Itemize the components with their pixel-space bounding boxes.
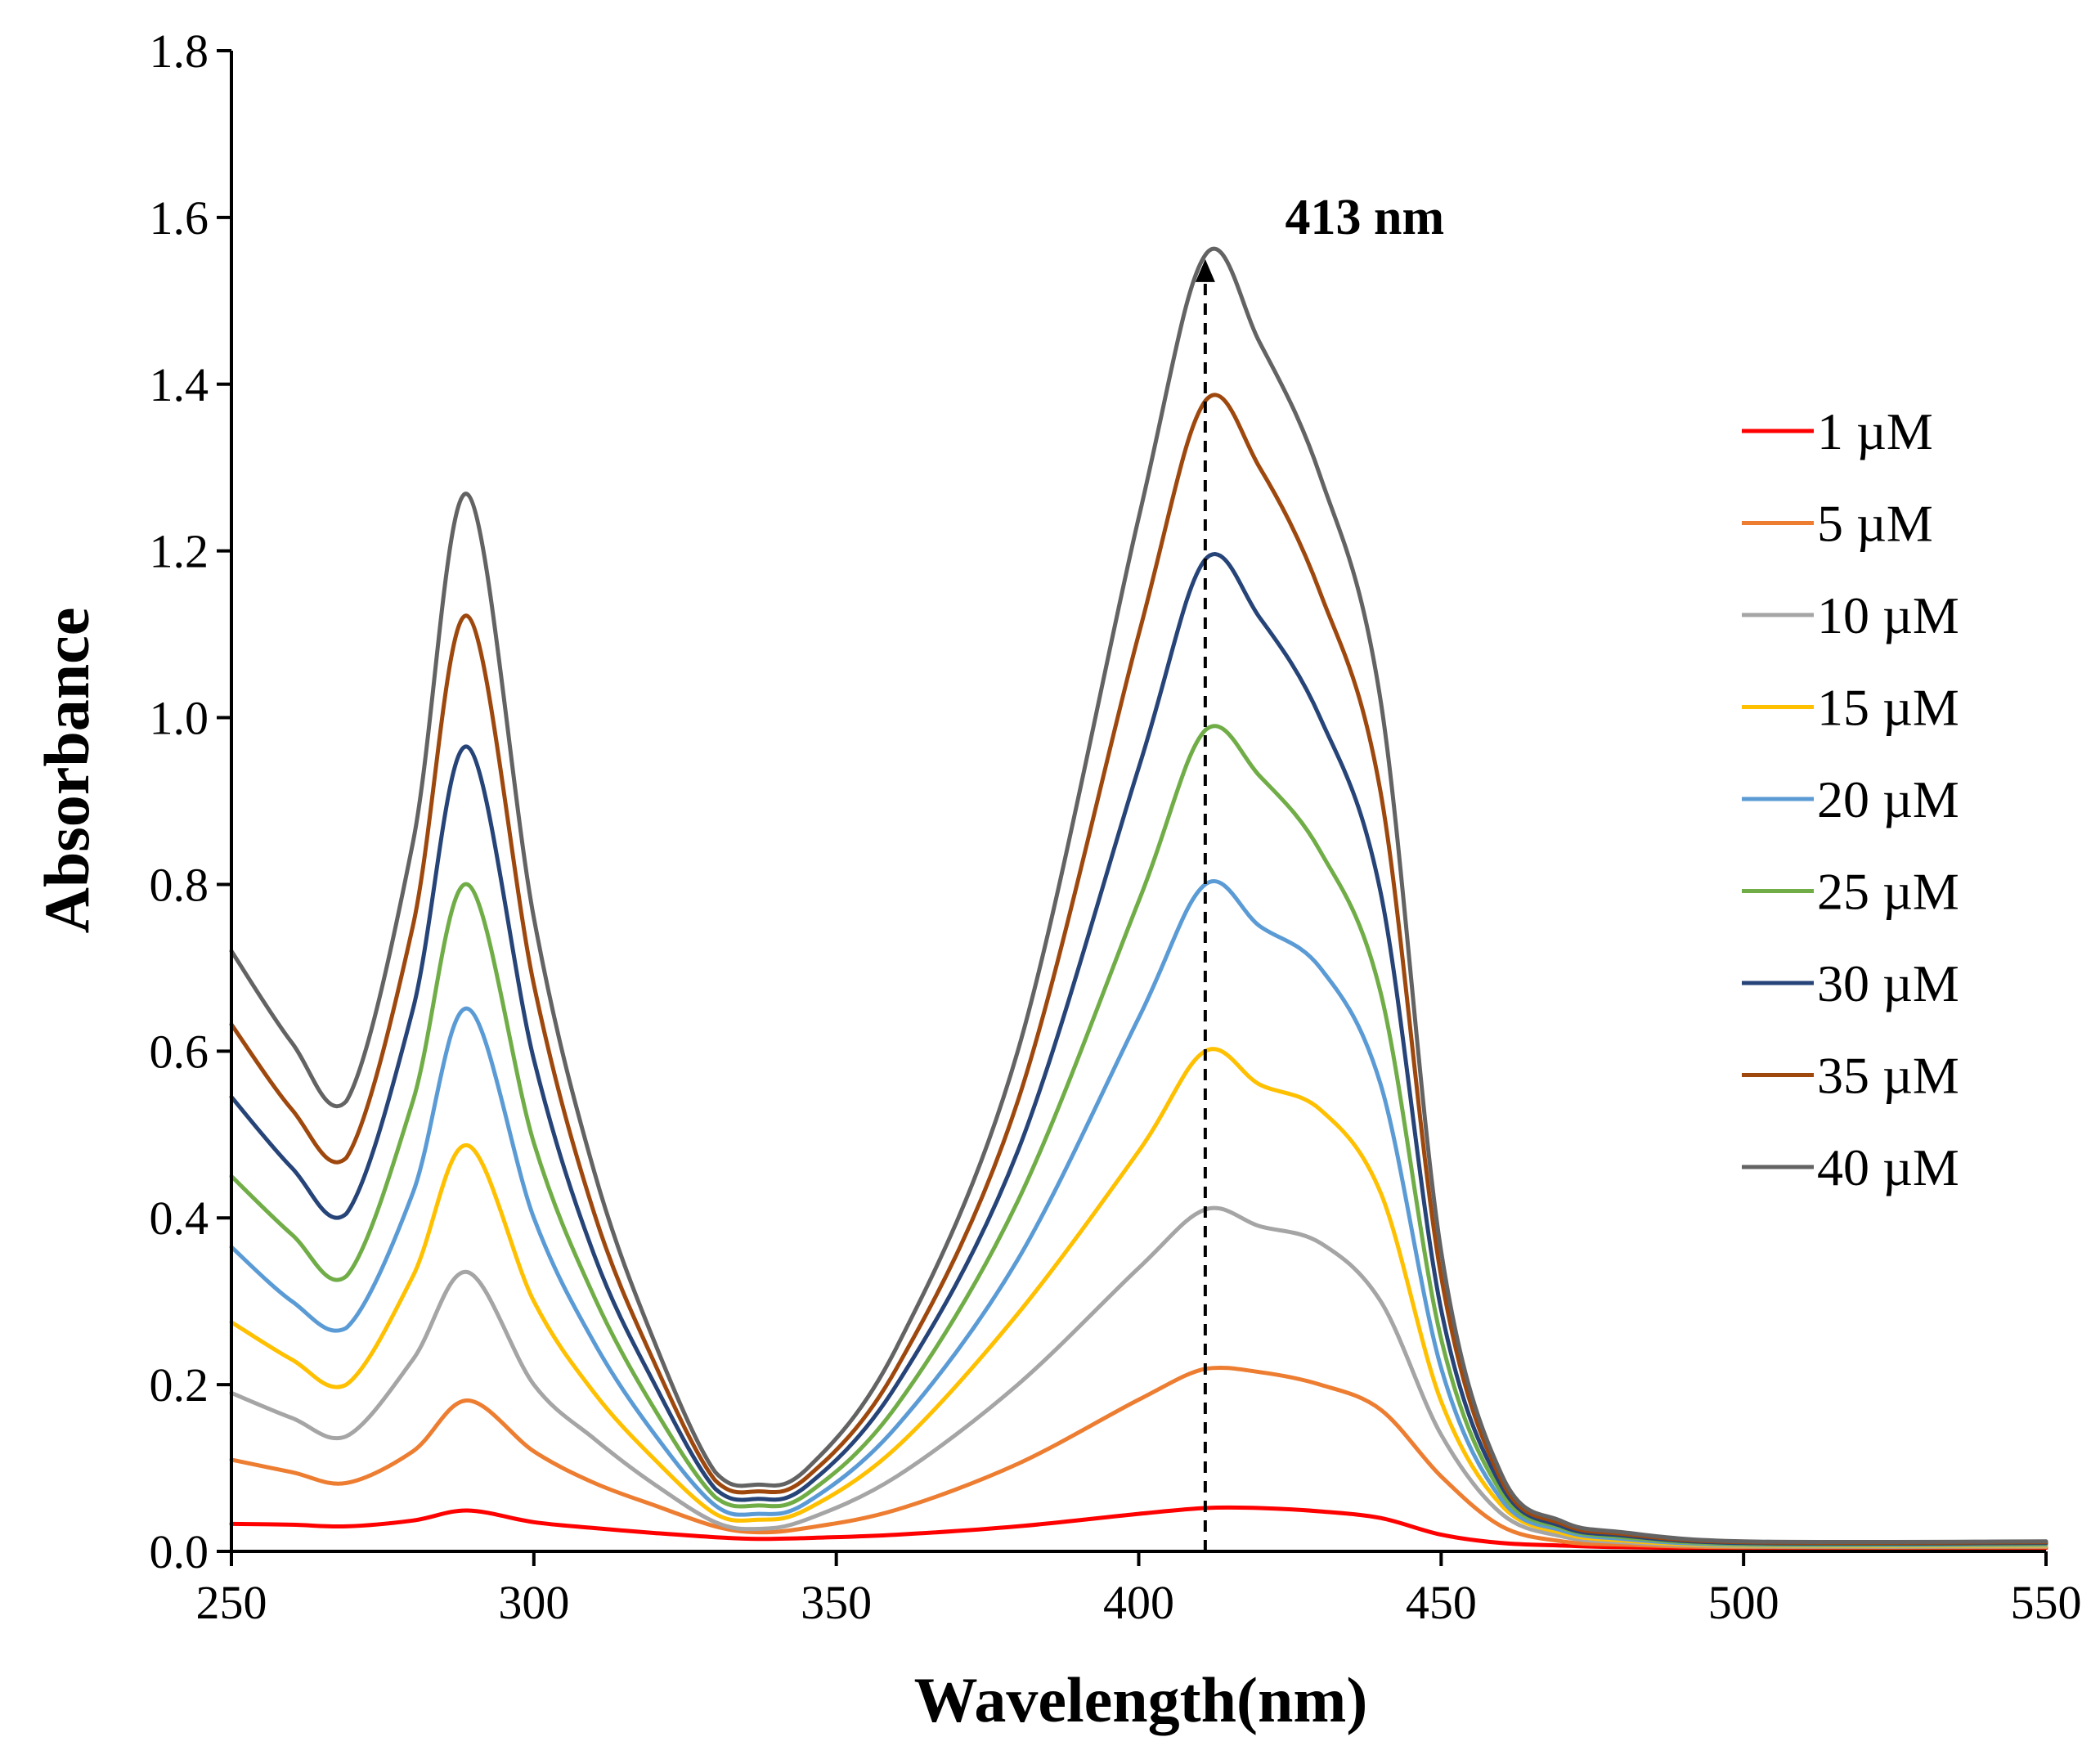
series-line-7 (229, 393, 2048, 1546)
y-tick-label: 1.2 (150, 525, 209, 578)
series-line-5 (229, 724, 2048, 1546)
legend-label: 35 µM (1817, 1047, 1959, 1105)
peak-annotation-label: 413 nm (1286, 190, 1445, 245)
x-tick-label: 550 (2011, 1576, 2082, 1629)
legend-label: 30 µM (1817, 954, 1959, 1012)
x-tick-label: 350 (801, 1576, 872, 1629)
legend-label: 15 µM (1817, 679, 1959, 737)
y-axis-title: Absorbance (31, 608, 102, 934)
y-tick-label: 0.0 (150, 1525, 209, 1578)
x-tick-label: 450 (1406, 1576, 1477, 1629)
series-layer (229, 246, 2048, 1551)
series-line-3 (229, 1047, 2048, 1548)
legend-label: 25 µM (1817, 863, 1959, 921)
ticks: 0.0 0.2 0.4 0.6 0.8 1.0 1.2 1.4 1.6 1.8 250 300 350 4… (150, 25, 2082, 1629)
series-line-0 (229, 1505, 2048, 1551)
y-tick-label: 1.8 (150, 25, 209, 78)
x-tick-label: 250 (196, 1576, 267, 1629)
legend-label: 1 µM (1817, 402, 1933, 460)
y-tick-label: 0.8 (150, 858, 209, 911)
y-tick-label: 0.6 (150, 1025, 209, 1078)
series-line-4 (229, 879, 2048, 1547)
series-line-2 (229, 1205, 2048, 1549)
x-tick-label: 400 (1103, 1576, 1174, 1629)
x-tick-label: 500 (1708, 1576, 1779, 1629)
legend-label: 20 µM (1817, 770, 1959, 828)
legend: 1 µM 5 µM 10 µM 15 µM 20 µM 25 µM 30 µM 35 µM 40… (1742, 402, 1959, 1196)
legend-label: 10 µM (1817, 586, 1959, 644)
y-tick-label: 1.4 (150, 358, 209, 411)
series-line-6 (229, 552, 2048, 1546)
series-line-8 (229, 246, 2048, 1545)
x-axis-title: Wavelength(nm) (914, 1664, 1368, 1735)
series-line-1 (229, 1365, 2048, 1550)
peak-marker-arrowhead (1195, 258, 1215, 282)
legend-label: 5 µM (1817, 495, 1933, 553)
y-tick-label: 0.4 (150, 1192, 209, 1245)
legend-label: 40 µM (1817, 1138, 1959, 1196)
x-tick-label: 300 (498, 1576, 569, 1629)
y-tick-label: 0.2 (150, 1358, 209, 1412)
annotation-layer: 413 nm (1195, 190, 1445, 1551)
y-tick-label: 1.6 (150, 191, 209, 245)
y-tick-label: 1.0 (150, 692, 209, 745)
